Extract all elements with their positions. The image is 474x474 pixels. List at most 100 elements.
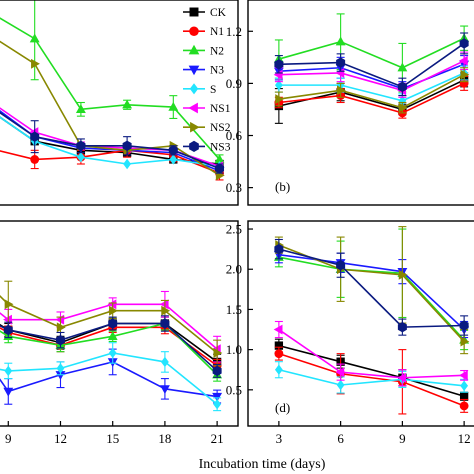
legend-marker-N3: [188, 65, 200, 76]
data-point-NS2: [56, 322, 66, 333]
series-N3-d: [273, 246, 470, 339]
data-point-NS1: [55, 314, 65, 325]
data-point-N2: [75, 104, 86, 113]
legend-marker-NS2: [190, 121, 200, 133]
data-point-NS3: [397, 321, 407, 333]
series-line-NS1: [278, 60, 465, 92]
series-line-NS2: [0, 40, 220, 177]
series-line-NS3: [278, 42, 465, 88]
data-point-NS2: [213, 348, 223, 358]
x-tick-label: 9: [399, 431, 406, 446]
legend-item-CK: CK: [183, 7, 227, 19]
data-point-NS1: [273, 69, 283, 80]
data-point-N2: [335, 36, 346, 46]
panel-c: 9 12 15 18 21: [0, 220, 239, 446]
series-NS3-c: [0, 315, 222, 378]
data-point-S: [56, 363, 65, 374]
data-point-NS2: [31, 58, 40, 69]
legend: CK N1 N2 N3 S NS1 NS2 NS3: [183, 7, 231, 153]
series-N1-b: [274, 75, 469, 119]
data-point-NS2: [275, 94, 285, 104]
data-point-NS3: [108, 318, 118, 329]
data-point-N1: [30, 155, 40, 164]
series-line-S: [278, 72, 465, 102]
data-point-NS3: [215, 163, 225, 174]
series-line-S: [0, 116, 220, 168]
panel-label-d: (d): [275, 400, 290, 415]
data-point-NS1: [335, 68, 345, 78]
panel-label-b: (b): [275, 179, 290, 194]
data-point-S: [336, 379, 345, 391]
data-point-S: [398, 95, 407, 106]
data-point-NS3: [76, 140, 86, 151]
series-CK-b: [274, 72, 469, 124]
series-line-NS2: [278, 244, 465, 343]
x-tick-label: 15: [106, 431, 119, 446]
legend-label: NS3: [210, 141, 231, 153]
data-point-S: [460, 380, 469, 391]
data-point-NS3: [212, 365, 222, 377]
series-NS3-b: [274, 32, 469, 97]
data-point-NS3: [336, 57, 346, 68]
series-line-NS3: [0, 322, 218, 372]
series-line-NS1: [278, 328, 465, 379]
data-point-NS2: [4, 299, 14, 310]
data-point-N1: [459, 401, 469, 411]
series-N2-b: [273, 13, 470, 93]
data-point-NS1: [458, 55, 468, 66]
legend-marker-N2: [188, 44, 200, 55]
legend-marker-N1: [189, 26, 199, 36]
series-line-N1: [278, 82, 465, 114]
x-tick-label: 9: [5, 431, 12, 446]
data-point-S: [274, 364, 283, 375]
data-point-S: [161, 356, 169, 368]
data-point-CK: [459, 392, 469, 401]
data-point-NS2: [336, 85, 346, 96]
data-point-N2: [214, 154, 225, 164]
plot-frame-a: [0, 0, 239, 206]
data-point-NS3: [168, 145, 178, 156]
data-point-NS1: [273, 324, 283, 335]
series-line-NS2: [278, 73, 465, 109]
data-point-S: [77, 151, 85, 163]
panel-b: 0.3 0.6 0.9 1.2 (b): [226, 0, 474, 206]
y-tick-label: 1.0: [226, 342, 242, 357]
legend-label: N3: [210, 65, 224, 77]
series-NS2-d: [274, 226, 470, 355]
y-tick-label: 2.0: [226, 262, 242, 277]
series-S-c: [0, 342, 222, 412]
y-tick-label: 0.5: [226, 382, 242, 397]
plot-frame-b: [247, 0, 474, 206]
data-point-NS2: [398, 269, 408, 280]
series-line-N2: [278, 37, 465, 69]
data-point-NS1: [107, 299, 117, 310]
legend-marker-CK: [189, 7, 199, 17]
series-line-N3: [278, 253, 465, 331]
series-line-N2: [0, 17, 221, 160]
data-point-CK: [274, 341, 284, 350]
series-NS2-b: [274, 67, 470, 114]
legend-marker-NS1: [188, 102, 198, 114]
x-tick-label: 18: [158, 431, 171, 446]
series-line-CK: [278, 344, 465, 398]
x-axis-label: Incubation time (days): [199, 457, 326, 472]
data-point-NS1: [397, 372, 407, 383]
data-point-N2: [29, 33, 40, 43]
y-tick-label: 0.9: [226, 76, 242, 91]
series-N1-d: [274, 346, 469, 415]
data-point-NS3: [30, 131, 40, 142]
data-point-NS3: [160, 318, 170, 329]
plot-area-c: [0, 280, 223, 412]
plot-area-a: [0, 0, 225, 181]
data-point-NS2: [460, 336, 470, 347]
series-line-NS2: [0, 295, 218, 354]
data-point-N2: [397, 62, 408, 72]
legend-item-N3: N3: [183, 65, 224, 77]
series-line-NS1: [0, 303, 218, 350]
data-point-N2: [107, 331, 118, 340]
y-tick-label: 1.2: [226, 24, 242, 39]
data-point-NS2: [161, 305, 171, 316]
y-tick-label: 0.6: [226, 128, 243, 143]
plot-area-d: [273, 226, 470, 415]
